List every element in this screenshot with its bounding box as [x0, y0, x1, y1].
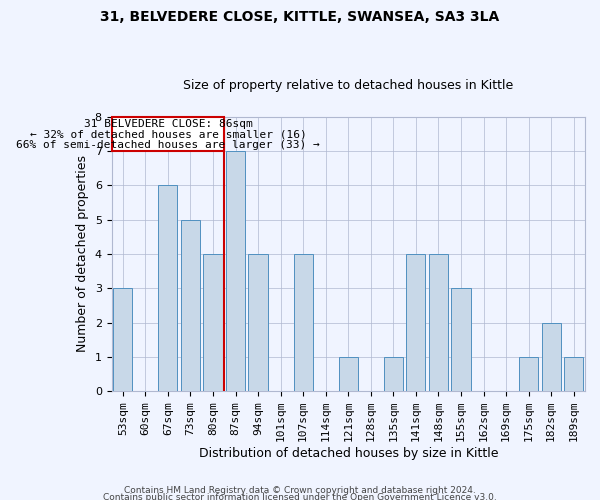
Text: Contains public sector information licensed under the Open Government Licence v3: Contains public sector information licen…	[103, 494, 497, 500]
Bar	[248, 254, 268, 391]
Bar	[158, 186, 178, 391]
Bar	[406, 254, 425, 391]
Text: 66% of semi-detached houses are larger (33) →: 66% of semi-detached houses are larger (…	[16, 140, 320, 150]
Bar	[384, 357, 403, 391]
Y-axis label: Number of detached properties: Number of detached properties	[76, 156, 89, 352]
Bar	[181, 220, 200, 391]
Title: Size of property relative to detached houses in Kittle: Size of property relative to detached ho…	[183, 79, 514, 92]
Text: 31, BELVEDERE CLOSE, KITTLE, SWANSEA, SA3 3LA: 31, BELVEDERE CLOSE, KITTLE, SWANSEA, SA…	[100, 10, 500, 24]
Text: ← 32% of detached houses are smaller (16): ← 32% of detached houses are smaller (16…	[29, 130, 306, 140]
Bar	[203, 254, 223, 391]
Text: 31 BELVEDERE CLOSE: 86sqm: 31 BELVEDERE CLOSE: 86sqm	[83, 119, 252, 129]
Bar	[112, 117, 224, 151]
Bar	[542, 322, 561, 391]
Bar	[451, 288, 470, 391]
X-axis label: Distribution of detached houses by size in Kittle: Distribution of detached houses by size …	[199, 447, 498, 460]
Text: Contains HM Land Registry data © Crown copyright and database right 2024.: Contains HM Land Registry data © Crown c…	[124, 486, 476, 495]
Bar	[564, 357, 583, 391]
Bar	[519, 357, 538, 391]
Bar	[338, 357, 358, 391]
Bar	[226, 151, 245, 391]
Bar	[113, 288, 133, 391]
Bar	[293, 254, 313, 391]
Bar	[429, 254, 448, 391]
